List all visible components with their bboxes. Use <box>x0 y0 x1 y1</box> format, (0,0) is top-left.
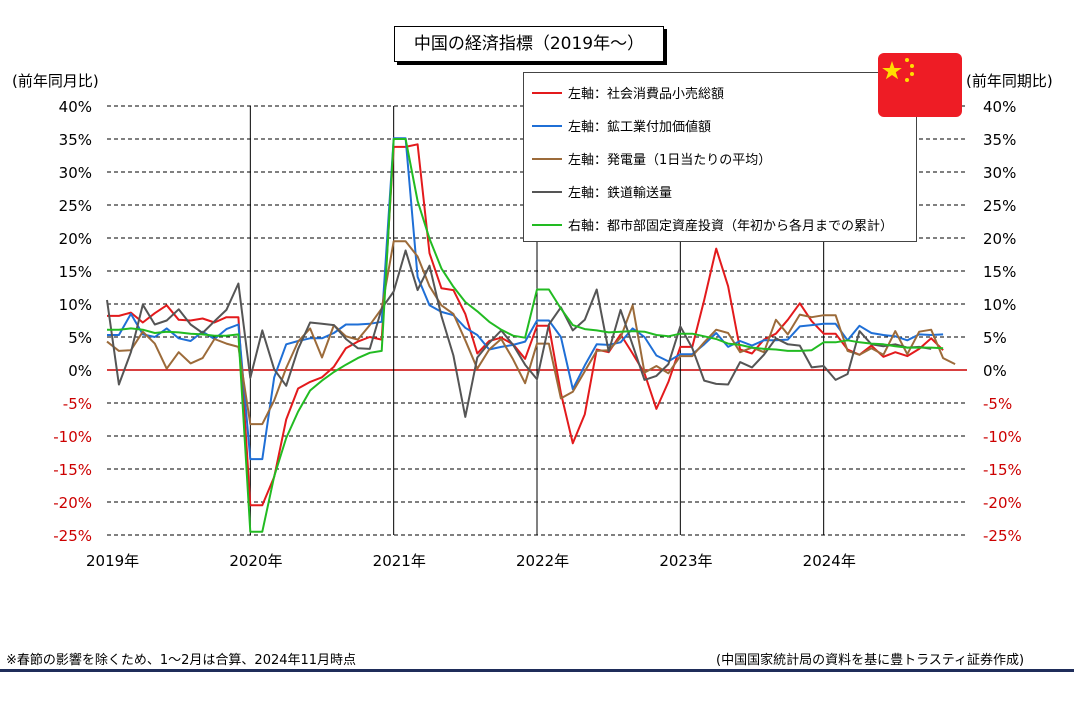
chart-series <box>106 137 956 533</box>
china-flag-icon <box>878 53 962 117</box>
y-tick-label-right: 20% <box>983 230 1016 248</box>
footnote-left: ※春節の影響を除くため、1～2月は合算、2024年11月時点 <box>6 653 357 668</box>
y-tick-label-left: -15% <box>53 461 92 479</box>
footnote-right: (中国国家統計局の資料を基に豊トラスティ証券作成) <box>716 653 1025 668</box>
legend-item-rail-freight: 左軸：鉄道輸送量 <box>532 182 672 201</box>
series-line-0 <box>107 143 944 507</box>
y-tick-label-left: 5% <box>68 329 92 347</box>
y-tick-label-right: 5% <box>983 329 1007 347</box>
chart-title: 中国の経済指標（2019年～） <box>394 26 664 62</box>
y-tick-label-right: -25% <box>983 527 1022 545</box>
legend-label-rail-freight: 左軸：鉄道輸送量 <box>568 186 673 201</box>
legend-label-power-generation: 左軸：発電量（1日当たりの平均） <box>568 153 772 168</box>
y-tick-label-left: 30% <box>59 164 92 182</box>
y-tick-label-right: -10% <box>983 428 1022 446</box>
left-axis-caption: (前年同月比) <box>12 72 99 90</box>
y-tick-label-left: 0% <box>68 362 92 380</box>
bottom-rule <box>0 669 1074 672</box>
legend-swatch-rail-freight <box>532 190 562 193</box>
y-tick-label-right: 40% <box>983 98 1016 116</box>
y-tick-label-left: -10% <box>53 428 92 446</box>
y-tick-label-left: 35% <box>59 131 92 149</box>
right-axis-caption: (前年同期比) <box>966 72 1053 90</box>
x-tick-label: 2019年 <box>86 552 139 570</box>
legend-swatch-industrial-output <box>532 124 562 127</box>
legend-swatch-retail-sales <box>532 91 562 94</box>
legend-item-fixed-asset-investment: 右軸：都市部固定資産投資（年初から各月までの累計） <box>532 215 893 234</box>
series-line-4 <box>107 138 944 533</box>
legend-item-industrial-output: 左軸：鉱工業付加価値額 <box>532 116 711 135</box>
x-tick-label: 2024年 <box>803 552 856 570</box>
chart-grid <box>107 105 967 536</box>
legend-label-retail-sales: 左軸：社会消費品小売総額 <box>568 87 725 102</box>
legend-item-power-generation: 左軸：発電量（1日当たりの平均） <box>532 149 771 168</box>
y-tick-label-left: -20% <box>53 494 92 512</box>
legend-label-industrial-output: 左軸：鉱工業付加価値額 <box>568 120 712 135</box>
y-tick-label-right: 35% <box>983 131 1016 149</box>
series-line-1 <box>107 137 944 461</box>
legend-label-fixed-asset-investment: 右軸：都市部固定資産投資（年初から各月までの累計） <box>568 219 894 234</box>
y-tick-label-right: -20% <box>983 494 1022 512</box>
y-tick-label-right: 0% <box>983 362 1007 380</box>
x-tick-label: 2021年 <box>373 552 426 570</box>
series-line-3 <box>106 249 932 418</box>
legend-swatch-fixed-asset-investment <box>532 223 562 226</box>
x-tick-label: 2020年 <box>229 552 282 570</box>
y-tick-label-left: -5% <box>63 395 92 413</box>
series-line-2 <box>106 240 956 426</box>
chart-ticks: 40% 40% 35% 35% 30% 30% 25% 25% 20% 20% 15% 15% 10% 1… <box>53 98 1022 570</box>
y-tick-label-left: -25% <box>53 527 92 545</box>
y-tick-label-left: 20% <box>59 230 92 248</box>
y-tick-label-right: 30% <box>983 164 1016 182</box>
legend-item-retail-sales: 左軸：社会消費品小売総額 <box>532 83 724 102</box>
y-tick-label-right: 10% <box>983 296 1016 314</box>
y-tick-label-left: 25% <box>59 197 92 215</box>
y-tick-label-left: 15% <box>59 263 92 281</box>
chart-legend: 左軸：社会消費品小売総額 左軸：鉱工業付加価値額 左軸：発電量（1日当たりの平均… <box>523 72 917 242</box>
legend-swatch-power-generation <box>532 157 562 160</box>
y-tick-label-right: -5% <box>983 395 1012 413</box>
x-tick-label: 2023年 <box>659 552 712 570</box>
y-tick-label-right: 25% <box>983 197 1016 215</box>
x-tick-label: 2022年 <box>516 552 569 570</box>
y-tick-label-left: 40% <box>59 98 92 116</box>
y-tick-label-left: 10% <box>59 296 92 314</box>
y-tick-label-right: -15% <box>983 461 1022 479</box>
y-tick-label-right: 15% <box>983 263 1016 281</box>
